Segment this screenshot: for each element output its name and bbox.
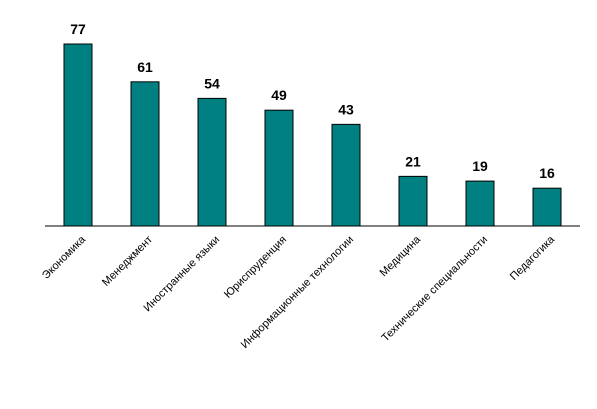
category-label-4: Информационные технологии — [239, 234, 356, 351]
data-label-2: 54 — [204, 75, 220, 91]
data-label-0: 77 — [70, 21, 86, 37]
category-label-6: Технические специальности — [380, 234, 491, 345]
data-label-3: 49 — [271, 87, 287, 103]
bar-1 — [130, 81, 160, 227]
value-labels-group: 77 61 54 49 43 21 19 16 — [70, 21, 555, 181]
data-label-6: 19 — [472, 158, 488, 174]
bar-7 — [532, 187, 562, 227]
category-label-2: Иностранные языки — [142, 234, 223, 315]
bar-5 — [398, 175, 428, 227]
data-label-7: 16 — [539, 165, 555, 181]
category-label-0: Экономика — [40, 233, 89, 282]
category-label-7: Педагогика — [508, 233, 558, 283]
category-label-5: Медицина — [378, 233, 424, 279]
bar-3 — [264, 109, 294, 227]
bar-2 — [197, 97, 227, 227]
bars-group — [63, 43, 562, 227]
bar-4 — [331, 123, 361, 227]
data-label-1: 61 — [137, 59, 153, 75]
category-label-1: Менеджмент — [100, 234, 155, 289]
data-label-4: 43 — [338, 101, 354, 117]
bar-0 — [63, 43, 93, 227]
data-label-5: 21 — [405, 153, 421, 169]
category-label-3: Юриспруденция — [222, 234, 289, 301]
bar-6 — [465, 180, 495, 227]
